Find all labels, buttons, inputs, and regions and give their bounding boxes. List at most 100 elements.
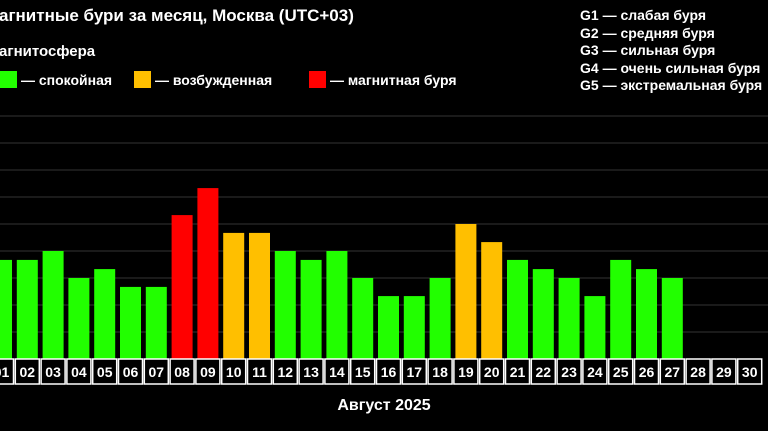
tick-label-28: 28	[690, 364, 706, 380]
scale-g3: G3 — сильная буря	[580, 42, 716, 58]
tick-label-12: 12	[278, 364, 294, 380]
tick-label-23: 23	[561, 364, 577, 380]
tick-box-27	[659, 358, 686, 385]
tick-box-25	[607, 358, 634, 385]
bar-10	[223, 232, 245, 359]
tick-label-05: 05	[97, 364, 113, 380]
bar-16	[378, 296, 399, 359]
bar-23	[558, 278, 580, 359]
bar-22	[532, 269, 554, 359]
tick-box-04	[66, 358, 92, 385]
tick-label-26: 26	[639, 364, 655, 380]
tick-box-16	[375, 358, 402, 385]
tick-box-12	[272, 358, 299, 385]
tick-box-10	[220, 358, 247, 385]
tick-label-30: 30	[742, 364, 758, 380]
tick-box-29	[711, 358, 737, 385]
tick-box-07	[143, 358, 170, 385]
tick-label-13: 13	[303, 364, 319, 380]
chart-subtitle: агнитосфера	[0, 43, 96, 60]
tick-box-21	[504, 358, 531, 385]
tick-label-25: 25	[613, 364, 629, 380]
bar-05	[94, 269, 116, 359]
tick-box-14	[324, 358, 350, 385]
bar-04	[68, 278, 90, 359]
scale-g4: G4 — очень сильная буря	[580, 59, 761, 76]
bar-18	[429, 278, 451, 359]
bar-07	[145, 286, 167, 359]
tick-box-30	[736, 358, 763, 385]
bar-26	[636, 269, 657, 359]
legend-label-quiet: — спокойная	[21, 72, 113, 88]
tick-box-05	[91, 358, 118, 385]
bar-08	[171, 215, 193, 359]
tick-label-02: 02	[20, 364, 36, 380]
bar-13	[300, 259, 322, 359]
legend-swatch-storm	[309, 71, 326, 88]
scale-g5: G5 — экстремальная буря	[580, 77, 763, 93]
tick-box-13	[298, 358, 324, 385]
tick-box-22	[530, 358, 557, 385]
tick-label-24: 24	[587, 364, 603, 380]
tick-box-15	[349, 358, 376, 385]
legend-swatch-active	[134, 71, 151, 88]
bar-19	[455, 224, 477, 359]
tick-label-19: 19	[458, 364, 474, 380]
bar-27	[661, 278, 683, 359]
tick-label-09: 09	[200, 364, 216, 380]
storm-scale-legend: G1 — слабая буря G2 — средняя буря G3 — …	[580, 7, 762, 95]
tick-box-20	[478, 358, 505, 385]
bar-24	[584, 296, 606, 359]
tick-label-27: 27	[665, 364, 681, 380]
tick-box-23	[556, 358, 582, 385]
tick-box-18	[427, 358, 453, 385]
tick-label-08: 08	[174, 364, 190, 380]
tick-label-07: 07	[149, 364, 165, 380]
bar-17	[403, 296, 425, 359]
tick-box-19	[453, 358, 479, 385]
bar-03	[42, 251, 64, 359]
legend-swatch-quiet	[0, 71, 17, 88]
legend-label-active: — возбужденная	[155, 72, 273, 88]
tick-label-17: 17	[407, 364, 423, 380]
tick-label-01: 01	[0, 364, 9, 380]
bar-11	[249, 232, 270, 359]
tick-label-18: 18	[432, 364, 448, 380]
scale-g1: G1 — слабая буря	[580, 7, 707, 23]
bar-12	[274, 251, 296, 359]
bar-21	[507, 259, 528, 359]
bar-15	[352, 278, 374, 359]
chart-title: агнитные бури за месяц, Москва (UTC+03)	[0, 6, 354, 25]
tick-label-21: 21	[510, 364, 526, 380]
x-axis-label: Август 2025	[337, 397, 431, 414]
tick-box-09	[195, 358, 221, 385]
bar-02	[16, 259, 38, 359]
tick-label-03: 03	[45, 364, 61, 380]
tick-box-26	[633, 358, 660, 385]
legend-label-storm: — магнитная буря	[330, 72, 457, 88]
tick-label-11: 11	[252, 364, 267, 380]
bar-20	[481, 242, 503, 359]
tick-label-22: 22	[536, 364, 552, 380]
tick-label-14: 14	[329, 364, 345, 380]
tick-box-08	[169, 358, 195, 385]
tick-box-03	[40, 358, 66, 385]
bar-09	[197, 188, 219, 359]
tick-box-11	[246, 358, 273, 385]
scale-g2: G2 — средняя буря	[580, 24, 715, 41]
tick-box-24	[582, 358, 608, 385]
tick-label-20: 20	[484, 364, 500, 380]
bar-06	[120, 286, 141, 359]
tick-box-28	[685, 358, 711, 385]
tick-box-17	[401, 358, 428, 385]
tick-box-02	[14, 358, 41, 385]
tick-box-01	[0, 358, 15, 385]
bar-25	[610, 259, 632, 359]
tick-label-10: 10	[226, 364, 242, 380]
tick-box-06	[117, 358, 144, 385]
tick-label-06: 06	[123, 364, 139, 380]
tick-label-04: 04	[71, 364, 87, 380]
tick-label-29: 29	[716, 364, 732, 380]
tick-label-16: 16	[381, 364, 397, 380]
